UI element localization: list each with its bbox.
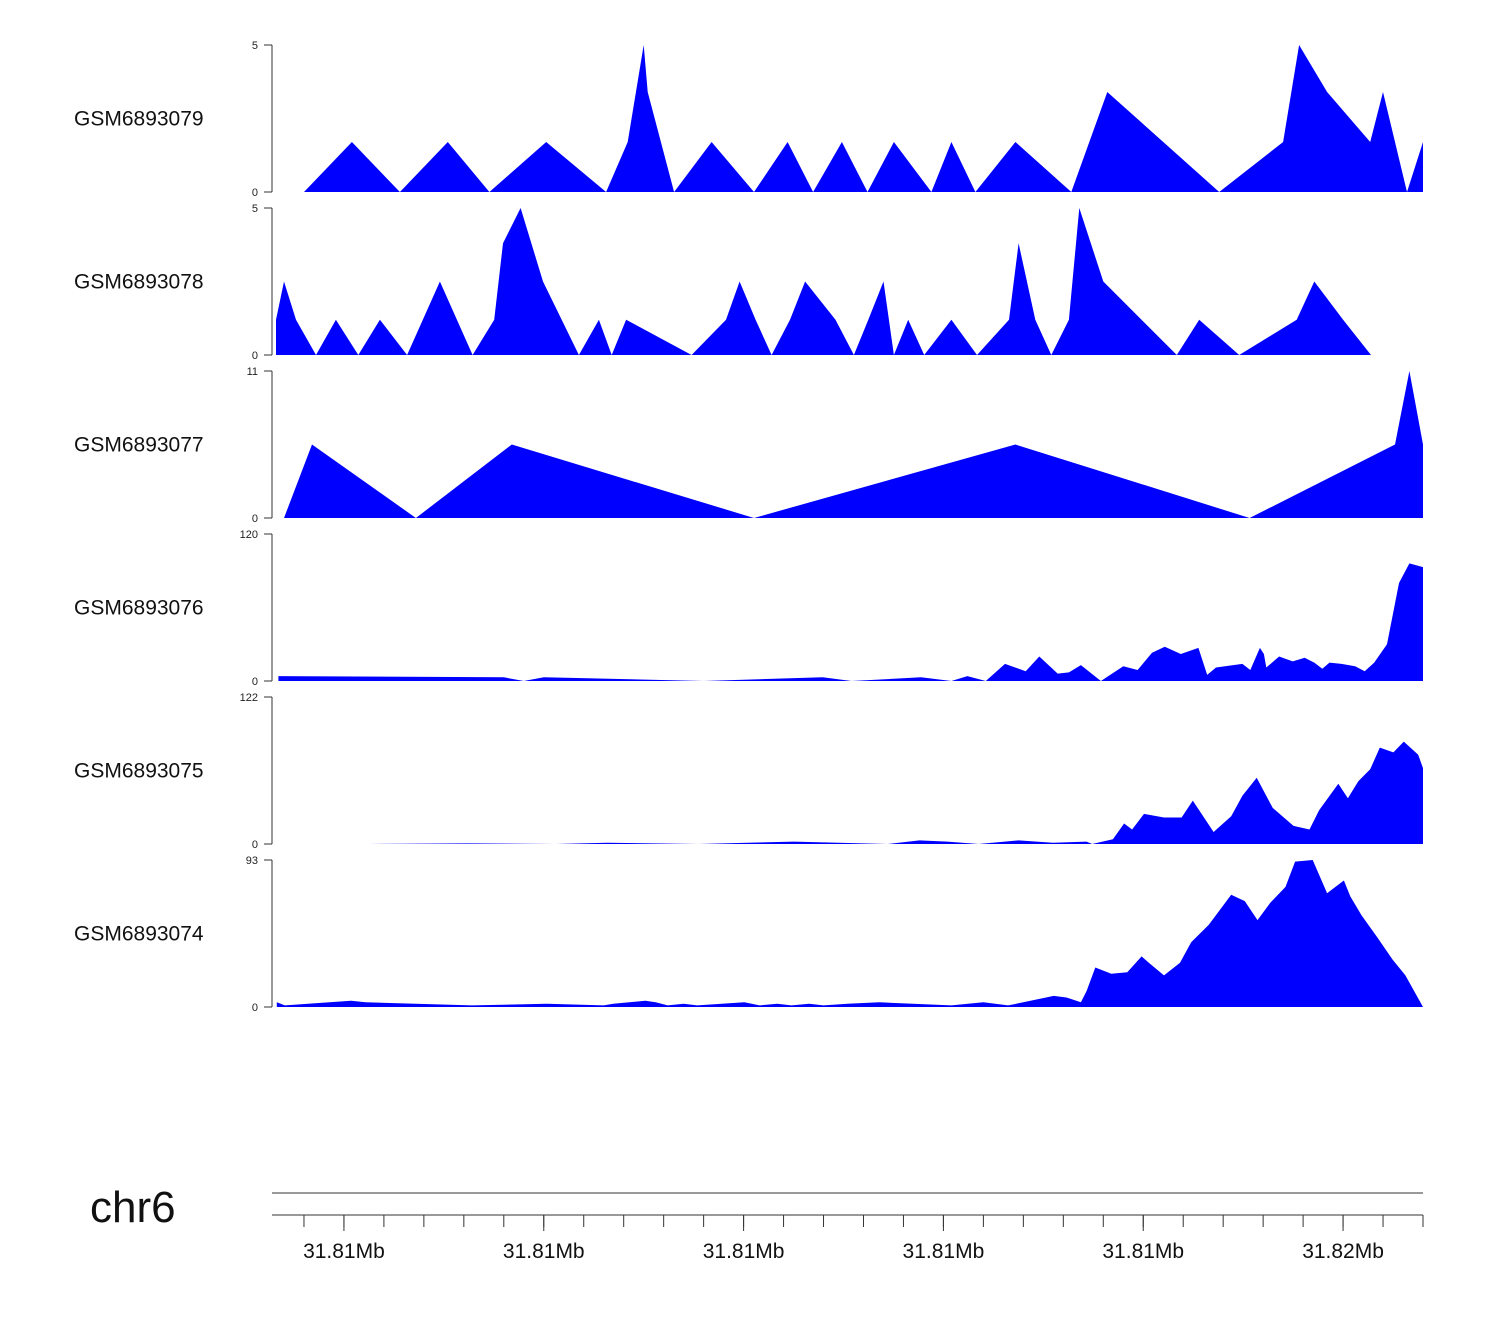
genome-axis: chr6 31.81Mb 31.81Mb 31.81Mb 31.81Mb 31.81Mb 3… bbox=[90, 1183, 1424, 1263]
x-tick-label: 31.81Mb bbox=[903, 1240, 985, 1263]
y-tick-label-max: 122 bbox=[240, 692, 258, 704]
coverage-area bbox=[367, 729, 1423, 844]
track-GSM6893075: GSM6893075 0 122 bbox=[74, 692, 1423, 851]
track-GSM6893077: GSM6893077 0 11 bbox=[74, 366, 1423, 525]
coverage-area bbox=[276, 860, 1423, 1007]
y-tick-label-min: 0 bbox=[252, 839, 258, 851]
y-tick-label-max: 93 bbox=[246, 855, 258, 867]
coverage-area bbox=[276, 208, 1371, 355]
track-GSM6893076: GSM6893076 0 120 bbox=[74, 529, 1423, 688]
x-tick-label: 31.82Mb bbox=[1302, 1240, 1384, 1263]
x-tick-label: 31.81Mb bbox=[703, 1240, 785, 1263]
coverage-tracks: GSM689307905GSM689307805GSM6893077011GSM… bbox=[74, 40, 1423, 1014]
coverage-area bbox=[284, 371, 1423, 518]
coverage-area bbox=[278, 534, 1423, 681]
y-tick-label-min: 0 bbox=[252, 350, 258, 362]
track-GSM6893079: GSM6893079 0 5 bbox=[74, 40, 1423, 199]
x-tick-label: 31.81Mb bbox=[503, 1240, 585, 1263]
y-tick-label-min: 0 bbox=[252, 513, 258, 525]
y-tick-label-min: 0 bbox=[252, 187, 258, 199]
x-tick-label: 31.81Mb bbox=[303, 1240, 385, 1263]
track-GSM6893078: GSM6893078 0 5 bbox=[74, 203, 1371, 362]
y-tick-label-min: 0 bbox=[252, 1002, 258, 1014]
track-label: GSM6893078 bbox=[74, 271, 204, 294]
track-label: GSM6893075 bbox=[74, 760, 204, 783]
y-tick-label-min: 0 bbox=[252, 676, 258, 688]
track-label: GSM6893077 bbox=[74, 434, 204, 457]
track-label: GSM6893074 bbox=[74, 923, 204, 946]
coverage-area bbox=[304, 45, 1423, 192]
chromosome-label: chr6 bbox=[90, 1183, 176, 1232]
y-tick-label-max: 5 bbox=[252, 203, 258, 215]
track-label: GSM6893079 bbox=[74, 108, 204, 131]
y-tick-label-max: 5 bbox=[252, 40, 258, 52]
x-tick-label: 31.81Mb bbox=[1102, 1240, 1184, 1263]
track-GSM6893074: GSM6893074 0 93 bbox=[74, 855, 1423, 1014]
y-tick-label-max: 11 bbox=[247, 366, 258, 378]
track-label: GSM6893076 bbox=[74, 597, 204, 620]
y-tick-label-max: 120 bbox=[240, 529, 258, 541]
